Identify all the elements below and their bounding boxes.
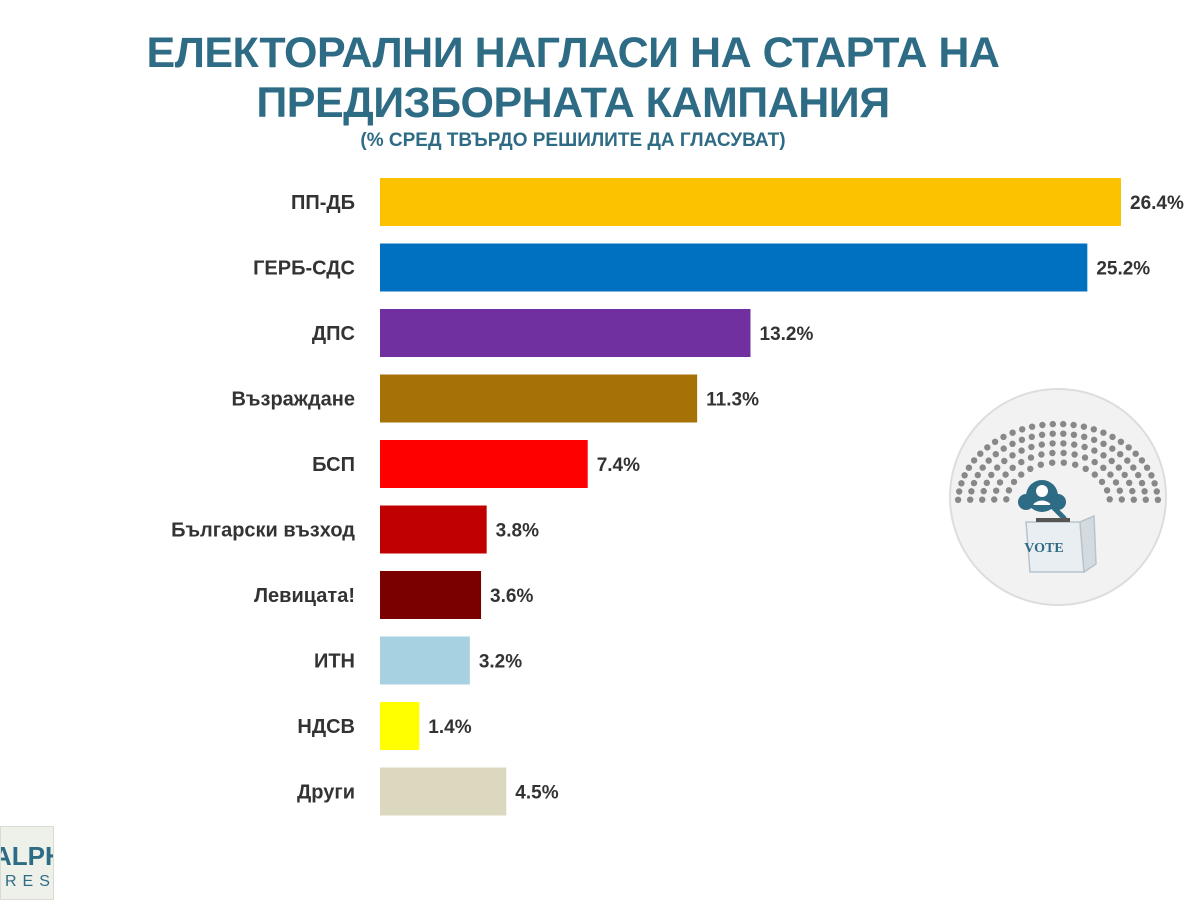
- bar-7: [380, 636, 470, 685]
- bar-1: [380, 243, 1088, 292]
- category-label-6: Левицата!: [254, 585, 355, 607]
- value-label-0: 26.4%: [1130, 193, 1184, 214]
- value-label-1: 25.2%: [1096, 259, 1150, 280]
- category-label-0: ПП-ДБ: [291, 192, 355, 214]
- value-label-7: 3.2%: [479, 652, 522, 673]
- bar-6: [380, 571, 482, 619]
- logo-sub-text: RESEARCH: [5, 873, 53, 890]
- bar-4: [380, 440, 588, 488]
- category-label-3: Възраждане: [231, 389, 355, 411]
- category-label-5: Български възход: [171, 520, 355, 542]
- category-label-7: ИТН: [314, 651, 355, 673]
- value-label-5: 3.8%: [496, 521, 539, 542]
- category-label-2: ДПС: [312, 323, 355, 345]
- bar-2: [380, 309, 751, 357]
- category-label-4: БСП: [312, 454, 355, 476]
- parliament-vote-icon: VOTE: [949, 388, 1167, 606]
- bar-3: [380, 374, 698, 423]
- value-label-8: 1.4%: [428, 717, 471, 738]
- chart-subtitle: (% СРЕД ТВЪРДО РЕШИЛИТЕ ДА ГЛАСУВАТ): [360, 130, 786, 151]
- vote-label: VOTE: [1024, 541, 1063, 556]
- chart-title: ЕЛЕКТОРАЛНИ НАГЛАСИ НА СТАРТА НА ПРЕДИЗБ…: [146, 29, 1000, 127]
- category-label-8: НДСВ: [297, 716, 355, 738]
- bar-8: [380, 702, 420, 750]
- company-logo: ALPHA RESEARCH: [0, 826, 54, 900]
- bar-5: [380, 505, 487, 554]
- bar-9: [380, 767, 507, 816]
- category-label-9: Други: [297, 782, 355, 804]
- logo-main-text: ALPHA: [1, 841, 53, 871]
- value-label-6: 3.6%: [490, 586, 533, 607]
- value-label-3: 11.3%: [706, 390, 759, 411]
- value-label-9: 4.5%: [515, 783, 558, 804]
- value-label-2: 13.2%: [760, 324, 814, 345]
- category-label-1: ГЕРБ-СДС: [253, 258, 355, 280]
- bar-0: [380, 178, 1121, 226]
- value-label-4: 7.4%: [597, 455, 640, 476]
